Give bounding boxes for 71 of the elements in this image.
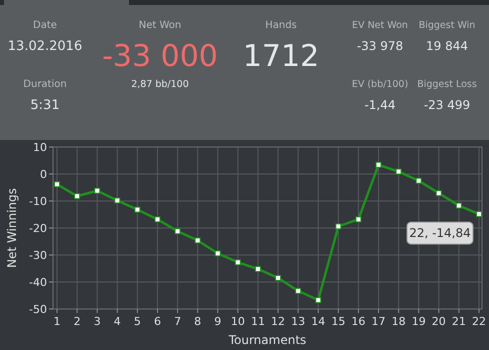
x-axis-title: Tournaments xyxy=(228,333,306,347)
point xyxy=(214,250,221,256)
x-tick-label: 12 xyxy=(271,315,286,328)
text: Biggest Loss xyxy=(417,79,477,90)
text: EV (bb/100) xyxy=(352,79,408,90)
point xyxy=(94,188,100,194)
x-tick-label: 3 xyxy=(94,315,101,328)
text: 1712 xyxy=(242,39,320,74)
text: Biggest Win xyxy=(418,20,476,31)
x-tick-label: 18 xyxy=(392,315,406,328)
x-tick-label: 8 xyxy=(194,315,202,328)
x-tick-label: 1 xyxy=(54,315,61,328)
point xyxy=(335,223,342,230)
x-tick-label: 14 xyxy=(311,315,326,328)
y-tick-label: -50 xyxy=(29,302,47,316)
x-tick-label: 10 xyxy=(230,315,245,328)
x-tick-label: 7 xyxy=(174,315,182,328)
point xyxy=(456,202,462,209)
point xyxy=(254,266,261,272)
point xyxy=(416,178,422,184)
point xyxy=(275,274,282,281)
point xyxy=(134,206,140,213)
text: EV Net Won xyxy=(352,20,408,31)
x-tick-label: 19 xyxy=(412,315,426,328)
x-tick-label: 13 xyxy=(291,315,306,328)
annotation: 22, -14,84 xyxy=(409,226,471,240)
point xyxy=(376,162,382,168)
text: Net Won xyxy=(138,20,182,31)
x-tick-label: 6 xyxy=(154,315,161,328)
text: 5:31 xyxy=(30,98,60,113)
point xyxy=(74,193,80,200)
text: 2,87 bb/100 xyxy=(131,79,189,90)
y-tick-label: -40 xyxy=(29,276,47,289)
point xyxy=(295,288,302,294)
x-tick-label: 2 xyxy=(74,315,81,328)
x-tick-label: 5 xyxy=(134,315,141,328)
x-tick-label: 16 xyxy=(351,315,366,328)
point xyxy=(174,228,181,234)
text: -33 000 xyxy=(102,39,218,74)
text: 13.02.2016 xyxy=(8,39,82,54)
point xyxy=(396,168,402,175)
point xyxy=(194,237,201,244)
point xyxy=(114,197,120,204)
y-tick-label: 10 xyxy=(33,140,47,154)
text: Date xyxy=(33,20,57,31)
y-tick-label: -10 xyxy=(29,194,47,208)
x-tick-label: 21 xyxy=(452,315,466,328)
point xyxy=(355,216,362,222)
x-tick-label: 20 xyxy=(432,315,446,328)
y-tick-label: -30 xyxy=(29,248,47,262)
text: -33 978 xyxy=(356,39,404,53)
text: 19 844 xyxy=(426,39,468,53)
point xyxy=(436,190,442,196)
x-tick-label: 17 xyxy=(372,315,386,328)
y-tick-label: -20 xyxy=(29,222,47,235)
x-tick-label: 4 xyxy=(114,315,121,328)
point xyxy=(234,259,241,266)
text: -1,44 xyxy=(364,98,396,112)
x-tick-label: 22 xyxy=(472,315,486,328)
point xyxy=(476,211,482,218)
x-tick-label: 11 xyxy=(250,315,265,328)
x-tick-label: 15 xyxy=(331,315,346,328)
point xyxy=(54,181,60,188)
point xyxy=(154,216,160,222)
x-tick-label: 9 xyxy=(214,315,222,328)
point xyxy=(315,297,322,304)
y-tick-label: 0 xyxy=(40,168,47,181)
text: -23 499 xyxy=(424,98,470,112)
text: Hands xyxy=(265,20,297,31)
text: Duration xyxy=(23,79,67,90)
y-axis-title: Net Winnings xyxy=(5,188,19,268)
